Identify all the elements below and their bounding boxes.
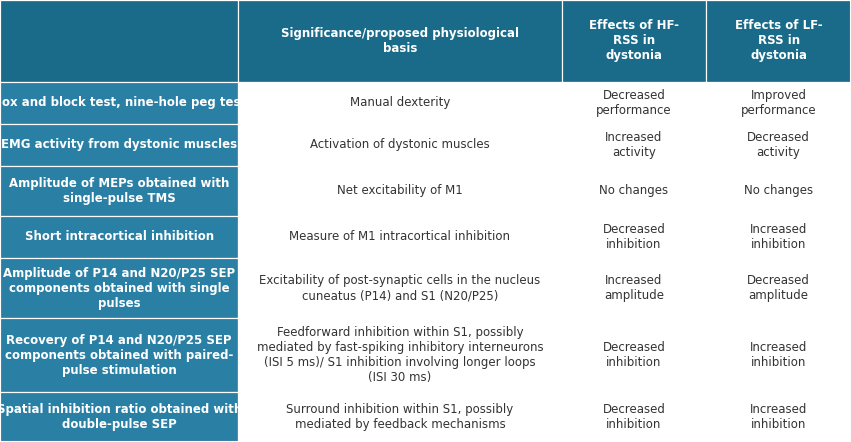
Text: Short intracortical inhibition: Short intracortical inhibition xyxy=(25,230,214,243)
FancyBboxPatch shape xyxy=(562,166,706,216)
Text: Box and block test, nine-hole peg test: Box and block test, nine-hole peg test xyxy=(0,96,246,109)
Text: Increased
amplitude: Increased amplitude xyxy=(604,274,664,302)
FancyBboxPatch shape xyxy=(0,166,238,216)
Text: Effects of HF-
RSS in
dystonia: Effects of HF- RSS in dystonia xyxy=(589,19,679,62)
Text: Decreased
inhibition: Decreased inhibition xyxy=(603,403,665,431)
FancyBboxPatch shape xyxy=(0,216,238,258)
FancyBboxPatch shape xyxy=(0,0,238,82)
Text: Excitability of post-synaptic cells in the nucleus
cuneatus (P14) and S1 (N20/P2: Excitability of post-synaptic cells in t… xyxy=(260,274,540,302)
FancyBboxPatch shape xyxy=(706,166,851,216)
FancyBboxPatch shape xyxy=(562,0,706,82)
Text: Effects of LF-
RSS in
dystonia: Effects of LF- RSS in dystonia xyxy=(735,19,822,62)
Text: Surround inhibition within S1, possibly
mediated by feedback mechanisms: Surround inhibition within S1, possibly … xyxy=(286,403,514,431)
Text: Measure of M1 intracortical inhibition: Measure of M1 intracortical inhibition xyxy=(289,230,511,243)
FancyBboxPatch shape xyxy=(238,258,562,318)
FancyBboxPatch shape xyxy=(238,392,562,442)
FancyBboxPatch shape xyxy=(706,258,851,318)
FancyBboxPatch shape xyxy=(0,392,238,442)
FancyBboxPatch shape xyxy=(562,392,706,442)
Text: Decreased
performance: Decreased performance xyxy=(597,89,671,117)
Text: Net excitability of M1: Net excitability of M1 xyxy=(337,184,463,197)
Text: Decreased
activity: Decreased activity xyxy=(747,130,810,159)
FancyBboxPatch shape xyxy=(706,216,851,258)
Text: Manual dexterity: Manual dexterity xyxy=(350,96,450,109)
FancyBboxPatch shape xyxy=(706,392,851,442)
Text: Decreased
inhibition: Decreased inhibition xyxy=(603,223,665,251)
Text: No changes: No changes xyxy=(744,184,814,197)
Text: Amplitude of P14 and N20/P25 SEP
components obtained with single
pulses: Amplitude of P14 and N20/P25 SEP compone… xyxy=(3,267,235,309)
FancyBboxPatch shape xyxy=(706,0,851,82)
FancyBboxPatch shape xyxy=(706,318,851,392)
FancyBboxPatch shape xyxy=(238,216,562,258)
Text: Activation of dystonic muscles: Activation of dystonic muscles xyxy=(310,138,490,151)
FancyBboxPatch shape xyxy=(706,82,851,124)
Text: Amplitude of MEPs obtained with
single-pulse TMS: Amplitude of MEPs obtained with single-p… xyxy=(9,177,229,205)
Text: Significance/proposed physiological
basis: Significance/proposed physiological basi… xyxy=(281,27,519,55)
FancyBboxPatch shape xyxy=(0,82,238,124)
Text: Increased
inhibition: Increased inhibition xyxy=(750,223,808,251)
Text: Increased
inhibition: Increased inhibition xyxy=(750,341,808,369)
Text: Spatial inhibition ratio obtained with
double-pulse SEP: Spatial inhibition ratio obtained with d… xyxy=(0,403,242,431)
FancyBboxPatch shape xyxy=(238,82,562,124)
Text: Improved
performance: Improved performance xyxy=(741,89,816,117)
Text: No changes: No changes xyxy=(599,184,669,197)
FancyBboxPatch shape xyxy=(562,258,706,318)
FancyBboxPatch shape xyxy=(562,82,706,124)
FancyBboxPatch shape xyxy=(238,166,562,216)
FancyBboxPatch shape xyxy=(0,258,238,318)
FancyBboxPatch shape xyxy=(238,0,562,82)
Text: Decreased
amplitude: Decreased amplitude xyxy=(747,274,810,302)
FancyBboxPatch shape xyxy=(562,318,706,392)
FancyBboxPatch shape xyxy=(0,124,238,166)
FancyBboxPatch shape xyxy=(238,318,562,392)
Text: Feedforward inhibition within S1, possibly
mediated by fast-spiking inhibitory i: Feedforward inhibition within S1, possib… xyxy=(257,326,543,384)
FancyBboxPatch shape xyxy=(562,124,706,166)
Text: Increased
activity: Increased activity xyxy=(605,130,663,159)
Text: Increased
inhibition: Increased inhibition xyxy=(750,403,808,431)
FancyBboxPatch shape xyxy=(0,318,238,392)
Text: EMG activity from dystonic muscles: EMG activity from dystonic muscles xyxy=(1,138,237,151)
FancyBboxPatch shape xyxy=(706,124,851,166)
FancyBboxPatch shape xyxy=(562,216,706,258)
FancyBboxPatch shape xyxy=(238,124,562,166)
Text: Decreased
inhibition: Decreased inhibition xyxy=(603,341,665,369)
Text: Recovery of P14 and N20/P25 SEP
components obtained with paired-
pulse stimulati: Recovery of P14 and N20/P25 SEP componen… xyxy=(5,334,233,377)
